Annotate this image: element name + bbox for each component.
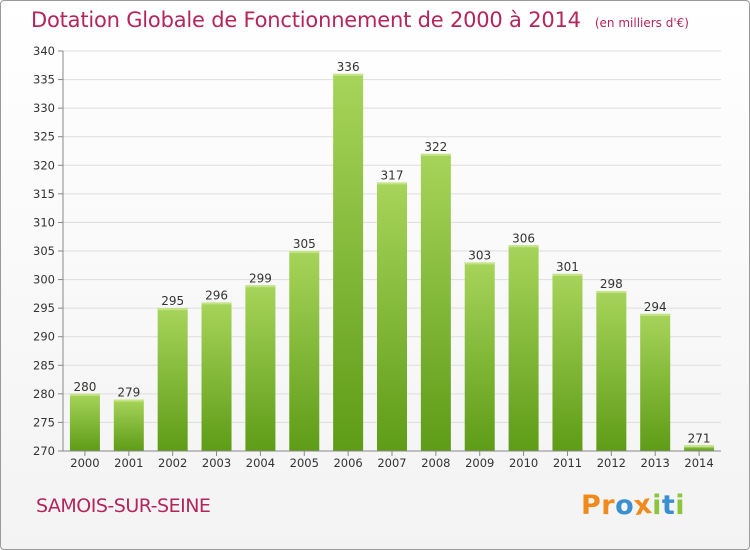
data-label-2010: 306: [512, 231, 535, 245]
bar-top-highlight: [333, 73, 364, 76]
y-tick-label: 330: [33, 101, 55, 115]
data-label-2007: 317: [381, 168, 404, 182]
bar-top-highlight: [596, 291, 627, 293]
bar-2002: [157, 308, 188, 451]
logo-letter: t: [661, 490, 676, 521]
data-label-2002: 295: [161, 294, 184, 308]
data-label-2006: 336: [337, 60, 360, 74]
bar-top-highlight: [684, 445, 715, 448]
bar-series: 280 279 295 296 299 305 336 317 322 303 306 301 298 2…: [69, 60, 715, 451]
bar-2004: [245, 285, 276, 451]
logo-letter: P: [581, 490, 602, 521]
logo-letter: o: [615, 490, 635, 521]
y-tick-label: 290: [33, 330, 55, 344]
bar-2006: [333, 73, 364, 451]
x-tick-label-2005: 2005: [290, 456, 319, 470]
bar-top-highlight: [420, 153, 451, 156]
chart-title: Dotation Globale de Fonctionnement de 20…: [31, 8, 581, 32]
x-tick-label-2010: 2010: [509, 456, 538, 470]
y-tick-label: 280: [33, 387, 55, 401]
data-label-2003: 296: [205, 288, 228, 302]
bar-top-highlight: [201, 302, 232, 305]
data-label-2001: 279: [117, 386, 140, 400]
bar-top-highlight: [640, 313, 671, 316]
x-tick-label-2013: 2013: [641, 456, 670, 470]
bar-2003: [201, 302, 232, 451]
x-tick-label-2002: 2002: [158, 456, 187, 470]
x-tick-label-2006: 2006: [333, 456, 362, 470]
bar-top-highlight: [113, 399, 144, 402]
x-tick-label-2000: 2000: [70, 456, 99, 470]
data-label-2005: 305: [293, 237, 316, 251]
logo-letter: i: [652, 490, 662, 521]
bar-2007: [377, 182, 407, 451]
data-label-2009: 303: [468, 248, 491, 262]
data-label-2004: 299: [249, 271, 272, 285]
bar-2013: [640, 313, 671, 451]
data-label-2013: 294: [644, 300, 667, 314]
y-tick-label: 325: [33, 130, 55, 144]
proxiti-logo: Proxiti: [581, 488, 686, 523]
data-label-2012: 298: [600, 277, 623, 291]
y-tick-label: 295: [33, 301, 55, 315]
data-label-2000: 280: [73, 380, 96, 394]
x-tick-label-2008: 2008: [421, 456, 450, 470]
bar-2011: [552, 273, 583, 451]
bar-top-highlight: [157, 308, 188, 311]
bar-top-highlight: [289, 251, 320, 253]
x-tick-label-2012: 2012: [597, 456, 626, 470]
chart-title-line: Dotation Globale de Fonctionnement de 20…: [31, 8, 689, 32]
bar-2009: [464, 262, 495, 451]
bar-top-highlight: [508, 245, 539, 248]
logo-letter: r: [601, 490, 616, 521]
data-label-2014: 271: [688, 431, 711, 445]
y-tick-label: 315: [33, 187, 55, 201]
bar-2010: [508, 245, 539, 451]
bar-top-highlight: [464, 262, 495, 265]
y-tick-label: 340: [33, 44, 55, 58]
bar-2005: [289, 251, 320, 451]
x-tick-label-2014: 2014: [684, 456, 713, 470]
y-tick-label: 335: [33, 73, 55, 87]
data-label-2011: 301: [556, 260, 579, 274]
bar-2008: [420, 153, 451, 451]
chart-unit-label: (en milliers d'€): [594, 16, 689, 30]
x-tick-label-2007: 2007: [377, 456, 406, 470]
x-tick-label-2004: 2004: [246, 456, 275, 470]
logo-letter: x: [632, 488, 655, 523]
y-tick-label: 285: [33, 358, 55, 372]
bar-top-highlight: [69, 393, 100, 396]
bar-2014: [684, 445, 715, 451]
x-tick-label-2009: 2009: [465, 456, 494, 470]
x-tick-label-2011: 2011: [553, 456, 582, 470]
y-tick-label: 310: [33, 215, 55, 229]
axes: 270 275 280 285 290 295 300 305 310 315 320 325 330 3…: [33, 44, 721, 470]
x-tick-label-2001: 2001: [114, 456, 143, 470]
bar-2012: [596, 291, 627, 451]
commune-name: SAMOIS-SUR-SEINE: [36, 495, 211, 517]
y-tick-label: 275: [33, 415, 55, 429]
bar-top-highlight: [377, 182, 407, 185]
bar-top-highlight: [552, 273, 583, 276]
x-tick-label-2003: 2003: [202, 456, 231, 470]
y-tick-label: 270: [33, 444, 55, 458]
bar-top-highlight: [245, 285, 276, 288]
y-tick-label: 305: [33, 244, 55, 258]
y-tick-label: 320: [33, 158, 55, 172]
y-tick-label: 300: [33, 273, 55, 287]
data-label-2008: 322: [424, 140, 447, 154]
logo-letter: i: [675, 490, 686, 521]
bar-2001: [113, 399, 144, 451]
bar-2000: [69, 393, 100, 451]
